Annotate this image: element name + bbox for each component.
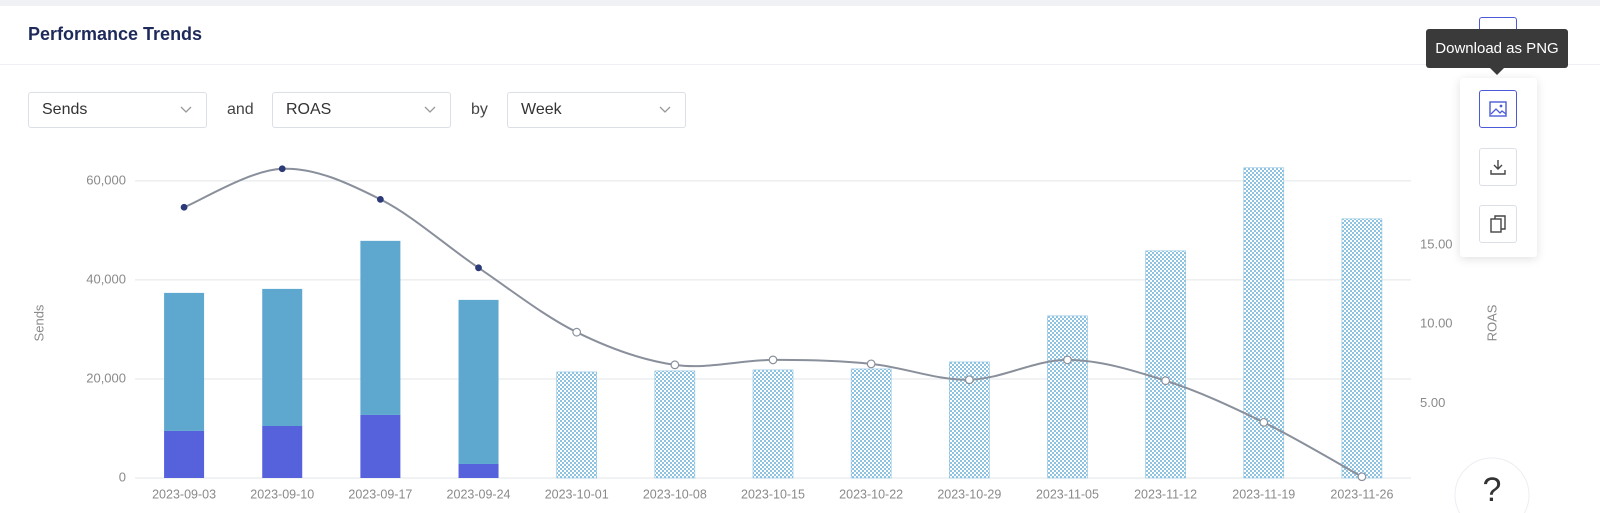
roas-point [1357, 472, 1367, 482]
x-tick-label: 2023-10-01 [545, 487, 609, 501]
metric-select[interactable]: Sends [28, 92, 207, 128]
x-tick-label: 2023-11-05 [1036, 487, 1099, 501]
image-icon [1489, 101, 1507, 117]
roas-point [180, 203, 188, 211]
y-tick-label: 40,000 [86, 271, 126, 286]
chevron [659, 106, 671, 113]
x-tick-label: 2023-09-03 [152, 487, 216, 501]
bar [360, 414, 401, 478]
select-value: Week [521, 101, 562, 118]
x-tick-label: 2023-10-29 [937, 487, 1001, 501]
y-tick-label: 0 [119, 469, 126, 484]
bar [164, 430, 205, 478]
select-value: Sends [42, 101, 88, 118]
roas-point [1259, 417, 1269, 427]
x-tick-label: 2023-11-12 [1134, 487, 1197, 501]
y2-tick-label: 5.00 [1420, 395, 1445, 410]
select-value: ROAS [286, 101, 332, 118]
bar [1145, 250, 1186, 479]
top-strip [0, 0, 1600, 6]
x-tick-label: 2023-11-26 [1330, 487, 1393, 501]
bar [164, 292, 205, 431]
chevron [424, 106, 436, 113]
bar [1341, 218, 1383, 479]
y2-tick-label: 10.00 [1420, 316, 1453, 331]
x-tick-label: 2023-09-10 [250, 487, 314, 501]
bar [360, 240, 401, 415]
bar [1047, 315, 1088, 479]
bar [458, 463, 499, 478]
tooltip-arrow [1490, 68, 1504, 75]
y-tick-label: 20,000 [86, 370, 126, 385]
download-button[interactable] [1479, 148, 1517, 186]
bar [1243, 167, 1285, 479]
help-icon[interactable]: ? [1483, 471, 1502, 509]
metric-select[interactable]: ROAS [272, 92, 451, 128]
bar [556, 371, 597, 479]
roas-point [278, 165, 286, 173]
joiner: by [471, 101, 488, 118]
x-tick-label: 2023-09-24 [447, 487, 511, 501]
divider [0, 64, 1600, 65]
bar [850, 368, 892, 479]
bar [262, 288, 303, 426]
roas-point [1161, 376, 1171, 386]
x-tick-label: 2023-11-19 [1232, 487, 1295, 501]
download-png-button[interactable] [1479, 90, 1517, 128]
roas-point [1063, 355, 1072, 365]
roas-point [572, 327, 582, 337]
y-tick-label: 60,000 [86, 172, 126, 187]
roas-point [376, 195, 384, 203]
roas-point [670, 360, 680, 370]
period-select[interactable]: Week [507, 92, 686, 128]
bar [654, 370, 696, 479]
chevron [180, 106, 192, 113]
roas-point [475, 264, 482, 272]
joiner: and [227, 101, 254, 118]
y2-tick-label: 15.00 [1420, 236, 1453, 251]
tooltip: Download as PNG [1426, 29, 1568, 68]
copy-icon [1490, 215, 1506, 233]
roas-point [866, 359, 876, 369]
copy-button[interactable] [1479, 205, 1517, 243]
x-tick-label: 2023-10-08 [643, 487, 707, 501]
bar [458, 299, 499, 464]
help-button[interactable] [1454, 457, 1530, 513]
panel-title: Performance Trends [28, 24, 203, 44]
roas-point [768, 355, 778, 365]
y2-axis-title: ROAS [1484, 304, 1499, 341]
x-tick-label: 2023-09-17 [348, 487, 412, 501]
roas-point [964, 375, 974, 385]
x-tick-label: 2023-10-15 [741, 487, 805, 501]
download-icon [1490, 160, 1506, 175]
bar [262, 425, 303, 478]
y-axis-title: Sends [31, 304, 46, 341]
bar [752, 369, 794, 479]
x-tick-label: 2023-10-22 [839, 487, 903, 501]
